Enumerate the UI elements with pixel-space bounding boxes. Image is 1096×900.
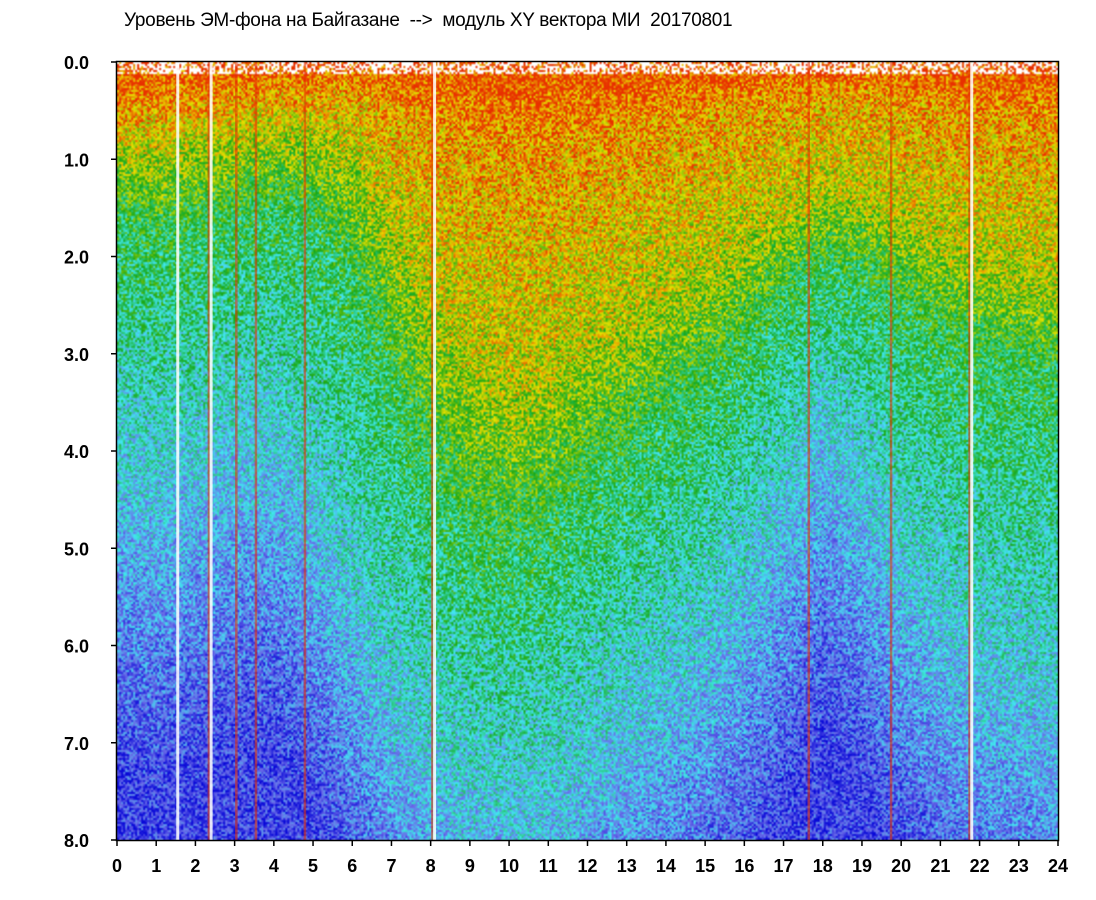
vertical-streak — [235, 62, 238, 840]
x-tick-label: 7 — [386, 856, 396, 876]
vertical-streak — [889, 62, 893, 840]
vertical-streak — [970, 62, 974, 840]
x-tick-label: 2 — [190, 856, 200, 876]
y-tick-label: 5.0 — [64, 539, 89, 559]
y-tick-label: 1.0 — [64, 150, 89, 170]
x-tick-label: 18 — [813, 856, 833, 876]
streak-layer — [176, 62, 974, 840]
y-tick-label: 6.0 — [64, 637, 89, 657]
vertical-streak — [254, 62, 258, 840]
x-tick-label: 13 — [617, 856, 637, 876]
x-tick-label: 8 — [426, 856, 436, 876]
x-tick-label: 23 — [1009, 856, 1029, 876]
vertical-streak — [207, 62, 211, 840]
y-tick-label: 0.0 — [64, 53, 89, 73]
vertical-streak — [303, 62, 307, 840]
vertical-streak — [209, 62, 213, 840]
x-tick-label: 16 — [734, 856, 754, 876]
x-tick-label: 9 — [465, 856, 475, 876]
heatmap-image — [117, 62, 1058, 840]
x-tick-label: 15 — [695, 856, 715, 876]
vertical-streak — [968, 62, 971, 840]
x-tick-label: 3 — [230, 856, 240, 876]
y-axis: 0.0 1.0 2.0 3.0 4.0 5.0 6.0 7.0 8.0 — [64, 53, 117, 851]
x-tick-label: 0 — [112, 856, 122, 876]
vertical-streak — [176, 62, 180, 840]
x-tick-label: 11 — [539, 856, 558, 876]
x-tick-label: 12 — [577, 856, 597, 876]
y-tick-label: 4.0 — [64, 442, 89, 462]
x-tick-label: 17 — [774, 856, 794, 876]
vertical-streak — [807, 62, 811, 840]
x-tick-label: 20 — [891, 856, 911, 876]
x-axis: 0 1 2 3 4 5 6 7 8 9 10 11 12 13 14 15 16 17 18 19 20 21 22 23 24 — [112, 840, 1068, 876]
y-tick-label: 8.0 — [64, 831, 89, 851]
x-tick-label: 24 — [1048, 856, 1068, 876]
vertical-streak — [431, 62, 434, 840]
x-tick-label: 22 — [970, 856, 990, 876]
x-tick-label: 6 — [347, 856, 357, 876]
x-tick-label: 5 — [308, 856, 318, 876]
y-tick-label: 7.0 — [64, 734, 89, 754]
x-tick-label: 21 — [930, 856, 950, 876]
chart-title: Уровень ЭМ-фона на Байгазане --> модуль … — [124, 10, 733, 31]
x-tick-label: 10 — [499, 856, 519, 876]
x-tick-label: 4 — [269, 856, 279, 876]
y-tick-label: 3.0 — [64, 345, 89, 365]
y-tick-label: 2.0 — [64, 248, 89, 268]
x-tick-label: 19 — [852, 856, 872, 876]
x-tick-label: 1 — [151, 856, 161, 876]
x-tick-label: 14 — [656, 856, 676, 876]
vertical-streak — [433, 62, 437, 840]
